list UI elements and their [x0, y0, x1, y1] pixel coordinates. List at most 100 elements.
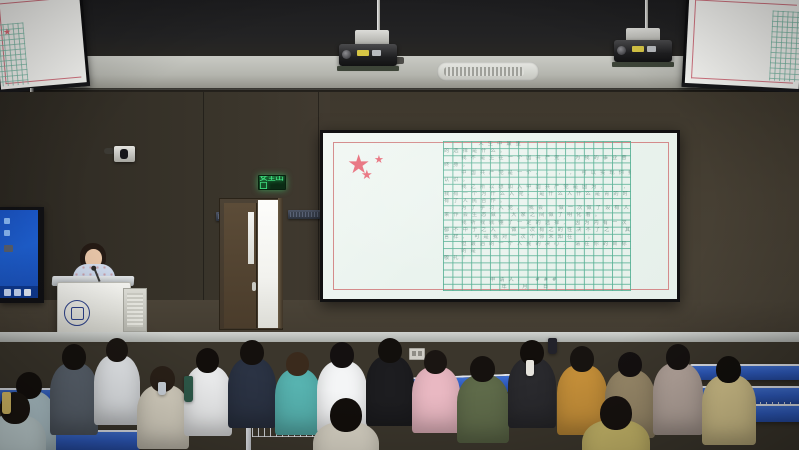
audience-head [62, 344, 86, 370]
audience-torso [653, 362, 703, 435]
manuscript-line-11: 来作会生态做, 大家之间做了明化着。 [444, 212, 631, 219]
doorway-edge [278, 198, 283, 328]
taskbar-icon-3 [24, 289, 31, 296]
wall-camera [114, 146, 135, 162]
manuscript-line-9: 有了人民合作。 [444, 198, 544, 205]
page-border-right [668, 142, 669, 290]
wall-speaker-right [288, 210, 330, 219]
audience-torso [228, 358, 276, 428]
ceiling-ac-vent [437, 62, 539, 81]
audience-head [286, 352, 309, 376]
emergency-exit-sign: 安全出口 [258, 175, 286, 190]
water-bottle-dark [184, 376, 193, 402]
water-bottle-black [548, 338, 557, 354]
audience-head [378, 338, 402, 363]
audience-head [470, 356, 495, 382]
ceiling-sensor [392, 57, 404, 64]
manuscript-line-17: 敬礼！ [444, 255, 513, 262]
projector-label-left [357, 50, 369, 56]
audience-head [716, 356, 741, 383]
manuscript-line-1: 人生中最重 [444, 141, 566, 147]
side-monitor-right [681, 0, 799, 94]
audience-head [424, 350, 447, 374]
side-monitor-right-face [684, 0, 799, 90]
manuscript-line-6: 认识。 [444, 176, 513, 183]
wall-corner-seam [203, 92, 204, 322]
audience-head [330, 398, 362, 432]
star-large-icon: ★ [347, 149, 371, 179]
audience-head [240, 340, 264, 365]
taskbar-icon-1 [4, 289, 11, 296]
manuscript-line-5: 中国共产党是一个, , , , 可以实现你我的 [444, 169, 631, 176]
wall-corner-seam-2 [318, 92, 319, 322]
audience-head [618, 352, 642, 377]
audience-head [666, 344, 690, 370]
monitor-rule-top-r [695, 0, 798, 6]
projector-mount-left [355, 30, 389, 46]
door-handle[interactable] [252, 282, 256, 291]
lectern-side-cabinet [123, 288, 147, 332]
projector-rod-left [377, 0, 380, 32]
camera-lens-icon [120, 149, 128, 159]
monitor-rule-left-r [691, 0, 697, 79]
projector-badge-right [647, 46, 656, 52]
desktop-icon-2 [4, 230, 10, 236]
audience-torso [456, 374, 509, 443]
projector-lens-left [342, 50, 351, 59]
manuscript-line-14: 言样, 可是我对一次个你未知在 。 [444, 233, 621, 240]
side-monitor-left: ★ [0, 0, 91, 94]
ceiling-projector-right [614, 40, 672, 62]
wall-mounted-tv-left [0, 207, 44, 303]
projector-base-left [337, 66, 399, 71]
audience-torso [701, 375, 756, 446]
wall-control-plate[interactable] [4, 245, 13, 252]
manuscript-text: 人生中最重 的选择是什么。 我不是生在一个国共产党, 为我的事业奋斗 终身。 中国… [443, 141, 631, 291]
audience-head [570, 346, 594, 372]
audience-torso [136, 384, 189, 449]
cabinet-vent [127, 293, 143, 327]
audience-torso [94, 355, 140, 426]
side-monitor-left-face: ★ [0, 0, 87, 91]
exit-sign-text: 安全出口 [259, 175, 284, 190]
manuscript-line-16: 的是 [444, 248, 521, 255]
manuscript-line-7: 我之所以想加入中国共产党是因为, , , , [444, 183, 631, 190]
star-small-icon-1: ★ [374, 154, 384, 166]
water-bottle-white [526, 360, 534, 376]
manuscript-line-19 [444, 270, 631, 277]
audience-head [196, 348, 219, 373]
wall-power-outlet [409, 348, 425, 360]
camera-mount-arm [104, 148, 115, 154]
wall-tv-taskbar [0, 286, 38, 298]
university-emblem [64, 300, 90, 326]
projector-badge-left [372, 50, 381, 56]
monitor-stars-left: ★ [2, 26, 12, 38]
manuscript-line-21: 年 月 日 [444, 283, 564, 290]
taskbar-icon-2 [14, 289, 21, 296]
projector-base-right [612, 62, 674, 67]
juice-bottle [2, 392, 11, 414]
manuscript-line-18 [444, 262, 631, 269]
monitor-rule-top [0, 0, 75, 5]
manuscript-line-3: 我不是生在一个国共产党, 为我的事业奋斗 [444, 155, 631, 162]
manuscript-line-20: 申请人: ### [444, 276, 584, 283]
manuscript-line-12: 我听我就懂了一定的选择, 因为内有一次 [444, 219, 631, 226]
page-border-left [333, 142, 334, 290]
wall-tv-screen [0, 210, 38, 298]
speaker-mesh-right [290, 212, 328, 217]
manuscript-line-2: 的选择是什么。 [444, 148, 550, 155]
manuscript-line-8: 我有一个为什么入党, 是什么人什么是青的时代 [444, 190, 631, 197]
ceiling-projector-left [339, 44, 397, 66]
projector-label-right [632, 46, 644, 52]
vent-slats [444, 67, 524, 76]
manuscript-line-13: 都不中于之入 做一次有之的性决不了之, 其实 [444, 226, 631, 233]
floor-strip [0, 332, 799, 342]
projector-rod-right [645, 0, 648, 30]
projector-lens-right [617, 46, 626, 55]
star-small-icon-2: ★ [361, 167, 373, 182]
audience-torso [274, 369, 321, 436]
manuscript-grid-area: 人生中最重 的选择是什么。 我不是生在一个国共产党, 为我的事业奋斗 终身。 中国… [443, 141, 631, 291]
manuscript-line-4: 终身。 [444, 162, 513, 169]
manuscript-line-15: 但最后的一个人民的决心, 请在你的目标努, [444, 240, 631, 247]
audience-head [330, 342, 354, 368]
